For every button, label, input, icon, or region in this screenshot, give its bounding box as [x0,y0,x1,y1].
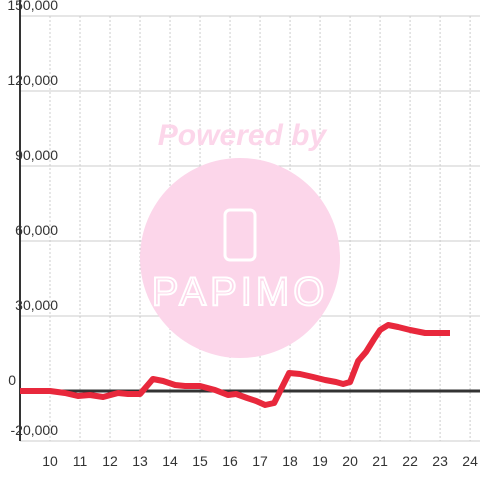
x-tick-label: 17 [252,453,268,469]
watermark-top: Powered by [158,119,328,152]
y-tick-label: 120,000 [7,72,58,88]
watermark-bottom: PAPIMO [152,270,329,314]
x-tick-label: 12 [102,453,118,469]
x-tick-label: 22 [402,453,418,469]
x-tick-label: 23 [432,453,448,469]
x-tick-label: 18 [282,453,298,469]
y-tick-label: 90,000 [15,147,58,163]
watermark-circle [140,158,340,358]
y-tick-label: 0 [8,372,16,388]
data-line [20,322,450,408]
x-tick-label: 24 [462,453,478,469]
x-tick-label: 10 [42,453,58,469]
y-tick-label: -20,000 [11,422,59,438]
y-tick-label: 60,000 [15,222,58,238]
x-tick-label: 15 [192,453,208,469]
x-tick-label: 19 [312,453,328,469]
x-tick-label: 11 [73,453,88,469]
x-tick-label: 16 [222,453,238,469]
x-tick-label: 13 [132,453,148,469]
y-tick-label: 150,000 [7,0,58,13]
watermark-icon [223,208,257,262]
x-tick-label: 20 [342,453,358,469]
y-tick-label: 30,000 [15,297,58,313]
x-tick-label: 14 [162,453,178,469]
x-tick-label: 21 [372,453,388,469]
